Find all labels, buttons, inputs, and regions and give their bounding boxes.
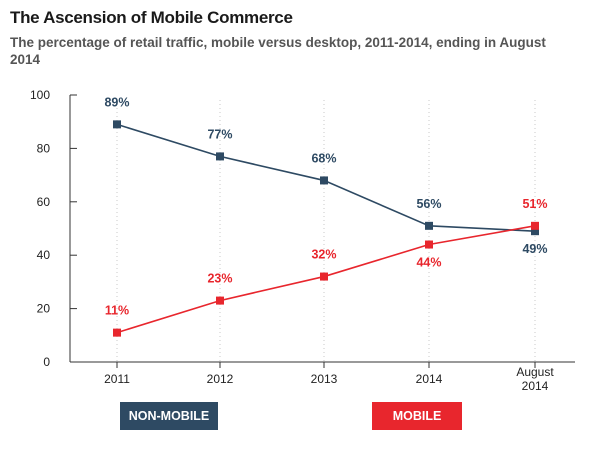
data-point (425, 240, 433, 249)
x-tick-label: 2014 (522, 379, 549, 393)
data-point (320, 176, 328, 185)
data-point (425, 221, 433, 230)
x-tick-label: August (516, 365, 554, 379)
x-tick-label: 2013 (311, 372, 338, 386)
data-label: 23% (207, 272, 232, 286)
y-tick-label: 40 (37, 248, 51, 262)
data-label: 56% (416, 197, 441, 211)
data-point (216, 296, 224, 305)
y-tick-label: 60 (37, 195, 51, 209)
data-label: 89% (104, 95, 129, 109)
data-label: 77% (207, 127, 232, 141)
data-label: 51% (522, 197, 547, 211)
data-label: 11% (105, 304, 129, 318)
y-tick-label: 0 (43, 355, 50, 369)
data-point (531, 227, 539, 236)
data-label: 44% (416, 256, 441, 270)
data-label: 49% (522, 242, 547, 256)
x-tick-label: 2011 (104, 372, 130, 386)
y-tick-label: 80 (37, 141, 51, 155)
x-tick-label: 2012 (207, 372, 234, 386)
y-tick-label: 20 (37, 302, 51, 316)
data-point (531, 221, 539, 230)
legend-mobile: MOBILE (372, 402, 462, 430)
data-point (320, 272, 328, 281)
data-label: 32% (311, 248, 336, 262)
legend-non-mobile: NON-MOBILE (120, 402, 218, 430)
y-tick-label: 100 (30, 88, 50, 102)
data-point (113, 328, 121, 337)
data-label: 68% (311, 151, 336, 165)
chart-title: The Ascension of Mobile Commerce (10, 8, 293, 27)
x-tick-label: 2014 (416, 372, 443, 386)
chart-subtitle: The percentage of retail traffic, mobile… (10, 35, 546, 67)
data-point (216, 152, 224, 161)
data-point (113, 120, 121, 129)
